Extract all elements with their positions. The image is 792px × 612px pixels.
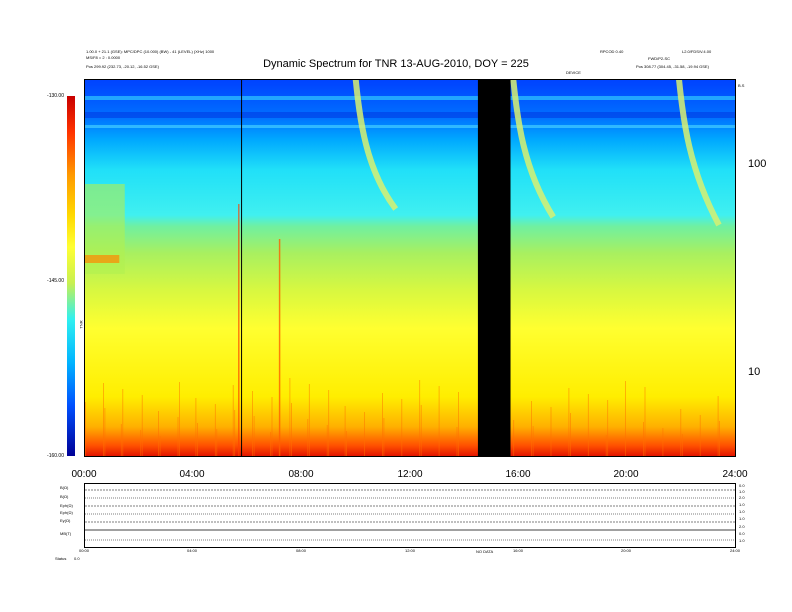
panel-label-1: B(Ω): [60, 485, 69, 490]
spectrum-background: [84, 79, 736, 457]
panel-label-3: Eph(Ω): [60, 503, 73, 508]
colorbar: [67, 96, 75, 456]
panel-label-2: B(Ω): [60, 494, 69, 499]
housekeeping-traces: [85, 489, 735, 541]
radio-burst: [675, 79, 722, 227]
band-dark: [84, 112, 736, 118]
colorbar-tick-bottom: -160.00: [47, 453, 64, 459]
panel-right-tick-7: 2.0: [739, 524, 745, 529]
panel-x-tick-00: 00:00: [78, 548, 89, 553]
status-value: 0.0: [74, 556, 80, 561]
panel-x-tick-04: 04:00: [186, 548, 197, 553]
panel-right-tick-6: 1.0: [739, 516, 745, 521]
housekeeping-panels: [84, 483, 736, 548]
early-burst: [84, 255, 120, 263]
panel-right-tick-9: 1.0: [739, 538, 745, 543]
header-device: DEVICE: [566, 70, 581, 75]
x-tick-24: 24:00: [722, 469, 748, 480]
panel-label-4: Eph(Ω): [60, 510, 73, 515]
panel-right-tick-3: 2.0: [739, 495, 745, 500]
header-position-left: Pos 299.92 (232.73, -20.12, -16.52 GSE): [86, 64, 159, 69]
panel-right-tick-8: 0.0: [739, 531, 745, 536]
band-light-2: [84, 125, 736, 128]
panel-x-tick-20: 20:00: [620, 548, 631, 553]
x-tick-04: 04:00: [179, 469, 205, 480]
band-light: [84, 96, 736, 100]
panel-right-tick-1: 0.0: [739, 483, 745, 488]
header-info-line-2: MS/F8 = 2 : 0.0000: [86, 55, 121, 60]
status-label: Status: [55, 556, 67, 561]
panel-x-tick-24: 24:00: [729, 548, 740, 553]
colorbar-tick-top: -130.00: [47, 93, 64, 99]
panel-x-tick-08: 08:00: [295, 548, 306, 553]
x-tick-12: 12:00: [397, 469, 423, 480]
header-info-right-1: FWD/P2-SC: [648, 56, 670, 61]
header-right-edge: B.S: [738, 83, 745, 88]
panel-gap-label: NO DATA: [476, 549, 494, 554]
header-position-right: Pos 308.77 (304.45, -31.58, -19.94 GSE): [636, 64, 709, 69]
x-tick-00: 00:00: [71, 469, 97, 480]
panel-x-tick-12: 12:00: [404, 548, 415, 553]
radio-burst: [352, 79, 399, 211]
header-info-right-0b: L2.0/FDS/V.4.00: [682, 49, 712, 54]
y-tick-100: 100: [748, 158, 767, 170]
data-gap: [477, 79, 511, 457]
x-tick-08: 08:00: [288, 469, 314, 480]
x-tick-16: 16:00: [505, 469, 531, 480]
panel-label-5: Ey(Ω): [60, 518, 71, 523]
chart-title: Dynamic Spectrum for TNR 13-AUG-2010, DO…: [263, 58, 529, 70]
panel-right-tick-4: 1.0: [739, 502, 745, 507]
panel-x-tick-16: 16:00: [512, 548, 523, 553]
dynamic-spectrum-plot: [84, 79, 736, 457]
panel-label-6: MB(T): [60, 531, 72, 536]
y-tick-10: 10: [748, 366, 761, 378]
panel-right-tick-5: 1.0: [739, 509, 745, 514]
colorbar-label: TNR: [78, 320, 84, 329]
radio-burst: [510, 79, 556, 219]
x-tick-20: 20:00: [613, 469, 639, 480]
header-info-line-1: 1.00.0 + 21.1 (GSE): MPC/DPC (10.000) (B…: [86, 49, 215, 54]
spectrum-frame: [84, 79, 736, 457]
top-band: [84, 79, 736, 85]
header-info-right-0: RPCOD 0.40: [600, 49, 624, 54]
colorbar-tick-mid: -145.00: [47, 278, 64, 284]
panel-right-tick-2: 1.0: [739, 489, 745, 494]
